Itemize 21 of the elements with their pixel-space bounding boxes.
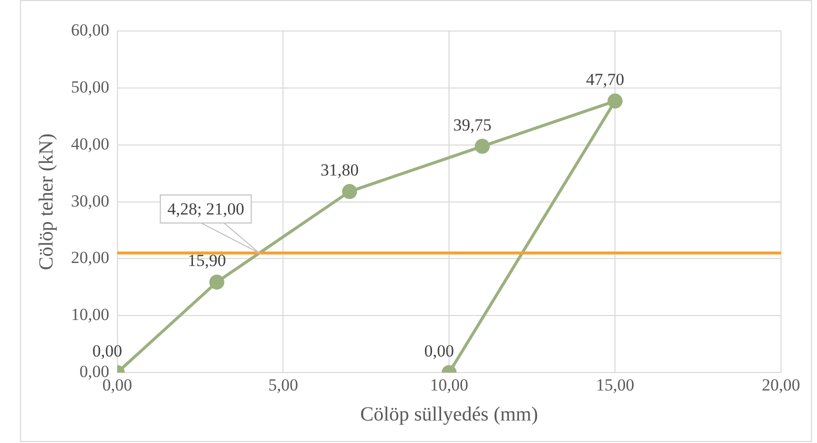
y-tick-label: 50,00 [71,77,110,96]
y-tick-label: 40,00 [71,134,110,154]
y-tick-label: 60,00 [71,20,110,40]
data-label: 0,00 [92,342,122,361]
y-tick-label: 20,00 [71,248,110,268]
data-label: 31,80 [320,160,359,180]
data-label: 47,70 [586,70,624,89]
x-tick-label: 20,00 [762,375,800,394]
data-label: 15,90 [188,251,226,270]
data-label: 39,75 [453,115,492,134]
x-tick-label: 15,00 [596,375,634,394]
y-tick-label: 10,00 [71,305,110,324]
y-axis-title: Cölöp teher (kN) [35,133,58,270]
x-tick-label: 10,00 [430,375,468,394]
point [474,138,490,154]
point [342,184,358,200]
annotation: 4,28; 21,00 [167,200,244,219]
y-tick-label: 30,00 [71,191,110,210]
x-axis-title: Cölöp süllyedés (mm) [360,403,538,426]
data-label: 0,00 [424,342,454,361]
x-tick-label: 5,00 [268,375,298,394]
